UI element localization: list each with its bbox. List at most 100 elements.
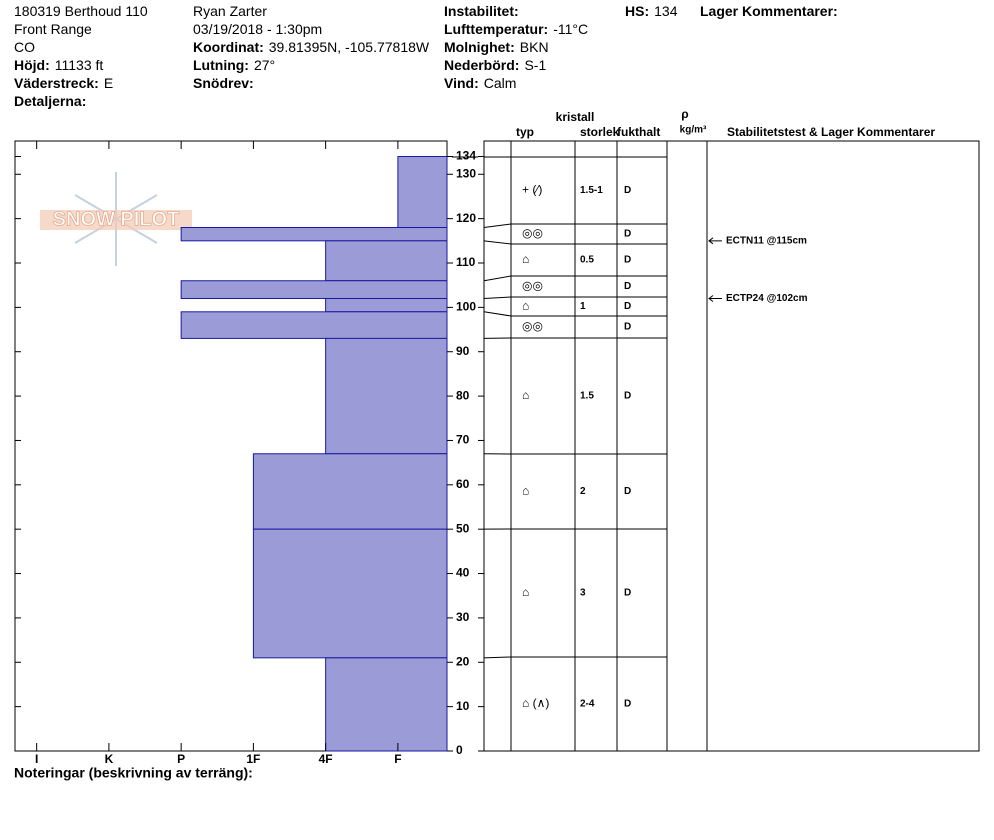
col-header: storlek: [580, 125, 620, 139]
header-field: Lufttemperatur: -11°C: [444, 21, 588, 37]
comment-arrow: [708, 295, 722, 302]
header-field: Instabilitet:: [444, 3, 519, 19]
field-label: Lufttemperatur:: [444, 21, 548, 37]
stability-comment: ECTP24 @102cm: [726, 293, 808, 304]
field-value: 03/19/2018 - 1:30pm: [193, 21, 322, 37]
grain-type: + (⁄): [522, 183, 542, 197]
col-header: Stabilitetstest & Lager Kommentarer: [727, 125, 935, 139]
grain-type: ⌂: [522, 585, 529, 599]
connector: [483, 656, 667, 659]
stability-comment: ECTN11 @115cm: [726, 235, 807, 246]
field-label: Snödrev:: [193, 75, 254, 91]
table-frame: [483, 140, 980, 752]
field-label: Molnighet:: [444, 39, 515, 55]
y-tick-label: 50: [456, 521, 470, 535]
header-field: Molnighet: BKN: [444, 39, 549, 55]
field-label: Vind:: [444, 75, 479, 91]
moisture: D: [624, 699, 631, 710]
header-field: Vind: Calm: [444, 75, 516, 91]
hardness-bar: [325, 657, 448, 752]
moisture: D: [624, 322, 631, 333]
grain-type: ⌂: [522, 388, 529, 402]
x-tick-label: K: [105, 752, 114, 766]
grain-size: 0.5: [580, 255, 594, 266]
logo-band: [40, 210, 192, 230]
y-tick-label: 40: [456, 566, 470, 580]
field-value: Ryan Zarter: [193, 3, 267, 19]
grain-type: ⌂: [522, 252, 529, 266]
y-tick-label: 90: [456, 344, 470, 358]
header-field: CO: [14, 39, 35, 55]
hardness-bar: [180, 311, 448, 339]
field-label: Lutning:: [193, 57, 249, 73]
col-header: kristall: [556, 110, 595, 124]
y-tick-label: 10: [456, 699, 470, 713]
header-field: 180319 Berthoud 110: [14, 3, 148, 19]
moisture: D: [624, 391, 631, 402]
field-value: CO: [14, 39, 35, 55]
col-header: kg/m³: [680, 125, 707, 136]
field-label: Lager Kommentarer:: [700, 3, 838, 19]
moisture: D: [624, 301, 631, 312]
moisture: D: [624, 588, 631, 599]
grain-type: ⌂ (∧): [522, 696, 549, 710]
grain-type: ⌂: [522, 484, 529, 498]
grain-type: ⌂: [522, 299, 529, 313]
header-field: Detaljerna:: [14, 93, 86, 109]
y-tick-label: 130: [456, 166, 476, 180]
header-field: Ryan Zarter: [193, 3, 267, 19]
header-field: Snödrev:: [193, 75, 254, 91]
field-value: 27°: [254, 57, 275, 73]
col-header: typ: [516, 125, 534, 139]
field-value: E: [104, 75, 113, 91]
header-field: Höjd: 11133 ft: [14, 57, 103, 73]
moisture: D: [624, 281, 631, 292]
hardness-bar: [252, 453, 448, 530]
y-tick-label: 30: [456, 610, 470, 624]
connector: [483, 311, 667, 317]
grain-size: 3: [580, 588, 586, 599]
connector: [483, 223, 667, 229]
y-tick-label: 80: [456, 388, 470, 402]
moisture: D: [624, 255, 631, 266]
grain-size: 2-4: [580, 699, 595, 710]
connector: [483, 296, 667, 299]
grain-size: 1.5-1: [580, 185, 603, 196]
header-field: HS: 134: [625, 3, 678, 19]
header-field: Lutning: 27°: [193, 57, 275, 73]
hardness-bar: [252, 528, 448, 659]
y-tick-label: 60: [456, 477, 470, 491]
field-label: Detaljerna:: [14, 93, 86, 109]
watermark: SNOW PILOT: [53, 208, 180, 230]
hardness-bar: [325, 240, 448, 282]
grain-size: 2: [580, 486, 586, 497]
hardness-bar: [180, 227, 448, 242]
hardness-bar: [325, 297, 448, 313]
field-label: Instabilitet:: [444, 3, 519, 19]
field-value: Front Range: [14, 21, 92, 37]
header-field: Front Range: [14, 21, 92, 37]
moisture: D: [624, 185, 631, 196]
field-value: Calm: [484, 75, 517, 91]
y-tick-label: 100: [456, 300, 476, 314]
x-tick-label: 4F: [319, 752, 333, 766]
header-field: 03/19/2018 - 1:30pm: [193, 21, 322, 37]
y-tick-label: 134: [456, 149, 476, 163]
field-label: Koordinat:: [193, 39, 264, 55]
field-value: 39.81395N, -105.77818W: [269, 39, 430, 55]
field-value: S-1: [524, 57, 546, 73]
y-tick-label: 120: [456, 211, 476, 225]
header-field: Nederbörd: S-1: [444, 57, 546, 73]
grain-type: ◎◎: [522, 319, 543, 333]
y-tick-label: 0: [456, 743, 463, 757]
field-value: 180319 Berthoud 110: [14, 3, 148, 19]
comment-arrow: [708, 237, 722, 245]
grain-type: ◎◎: [522, 279, 543, 293]
grain-type: ◎◎: [522, 226, 543, 240]
moisture: D: [624, 229, 631, 240]
grain-size: 1.5: [580, 391, 594, 402]
field-value: 11133 ft: [55, 57, 104, 73]
x-tick-label: F: [394, 752, 401, 766]
